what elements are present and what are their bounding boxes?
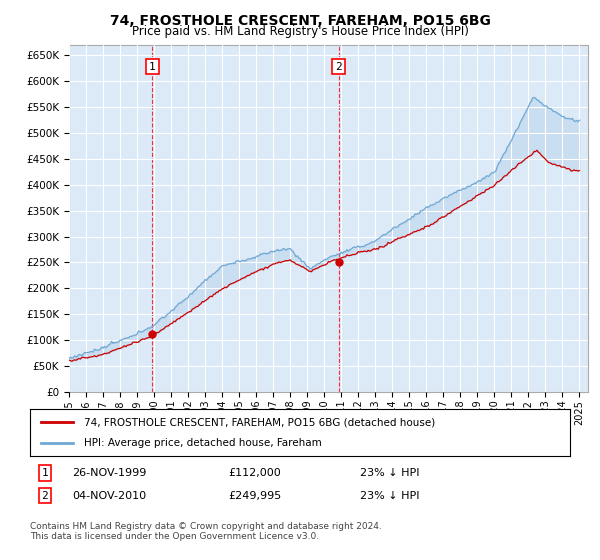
Text: 2: 2 bbox=[41, 491, 49, 501]
Text: Contains HM Land Registry data © Crown copyright and database right 2024.
This d: Contains HM Land Registry data © Crown c… bbox=[30, 522, 382, 542]
Text: 74, FROSTHOLE CRESCENT, FAREHAM, PO15 6BG (detached house): 74, FROSTHOLE CRESCENT, FAREHAM, PO15 6B… bbox=[84, 417, 435, 427]
Text: Price paid vs. HM Land Registry's House Price Index (HPI): Price paid vs. HM Land Registry's House … bbox=[131, 25, 469, 38]
Text: 23% ↓ HPI: 23% ↓ HPI bbox=[360, 491, 419, 501]
Text: £112,000: £112,000 bbox=[228, 468, 281, 478]
Text: £249,995: £249,995 bbox=[228, 491, 281, 501]
Text: 26-NOV-1999: 26-NOV-1999 bbox=[72, 468, 146, 478]
Text: 23% ↓ HPI: 23% ↓ HPI bbox=[360, 468, 419, 478]
Text: 1: 1 bbox=[41, 468, 49, 478]
Text: HPI: Average price, detached house, Fareham: HPI: Average price, detached house, Fare… bbox=[84, 438, 322, 448]
Text: 2: 2 bbox=[335, 62, 342, 72]
Text: 74, FROSTHOLE CRESCENT, FAREHAM, PO15 6BG: 74, FROSTHOLE CRESCENT, FAREHAM, PO15 6B… bbox=[110, 14, 490, 28]
Text: 04-NOV-2010: 04-NOV-2010 bbox=[72, 491, 146, 501]
Text: 1: 1 bbox=[149, 62, 156, 72]
